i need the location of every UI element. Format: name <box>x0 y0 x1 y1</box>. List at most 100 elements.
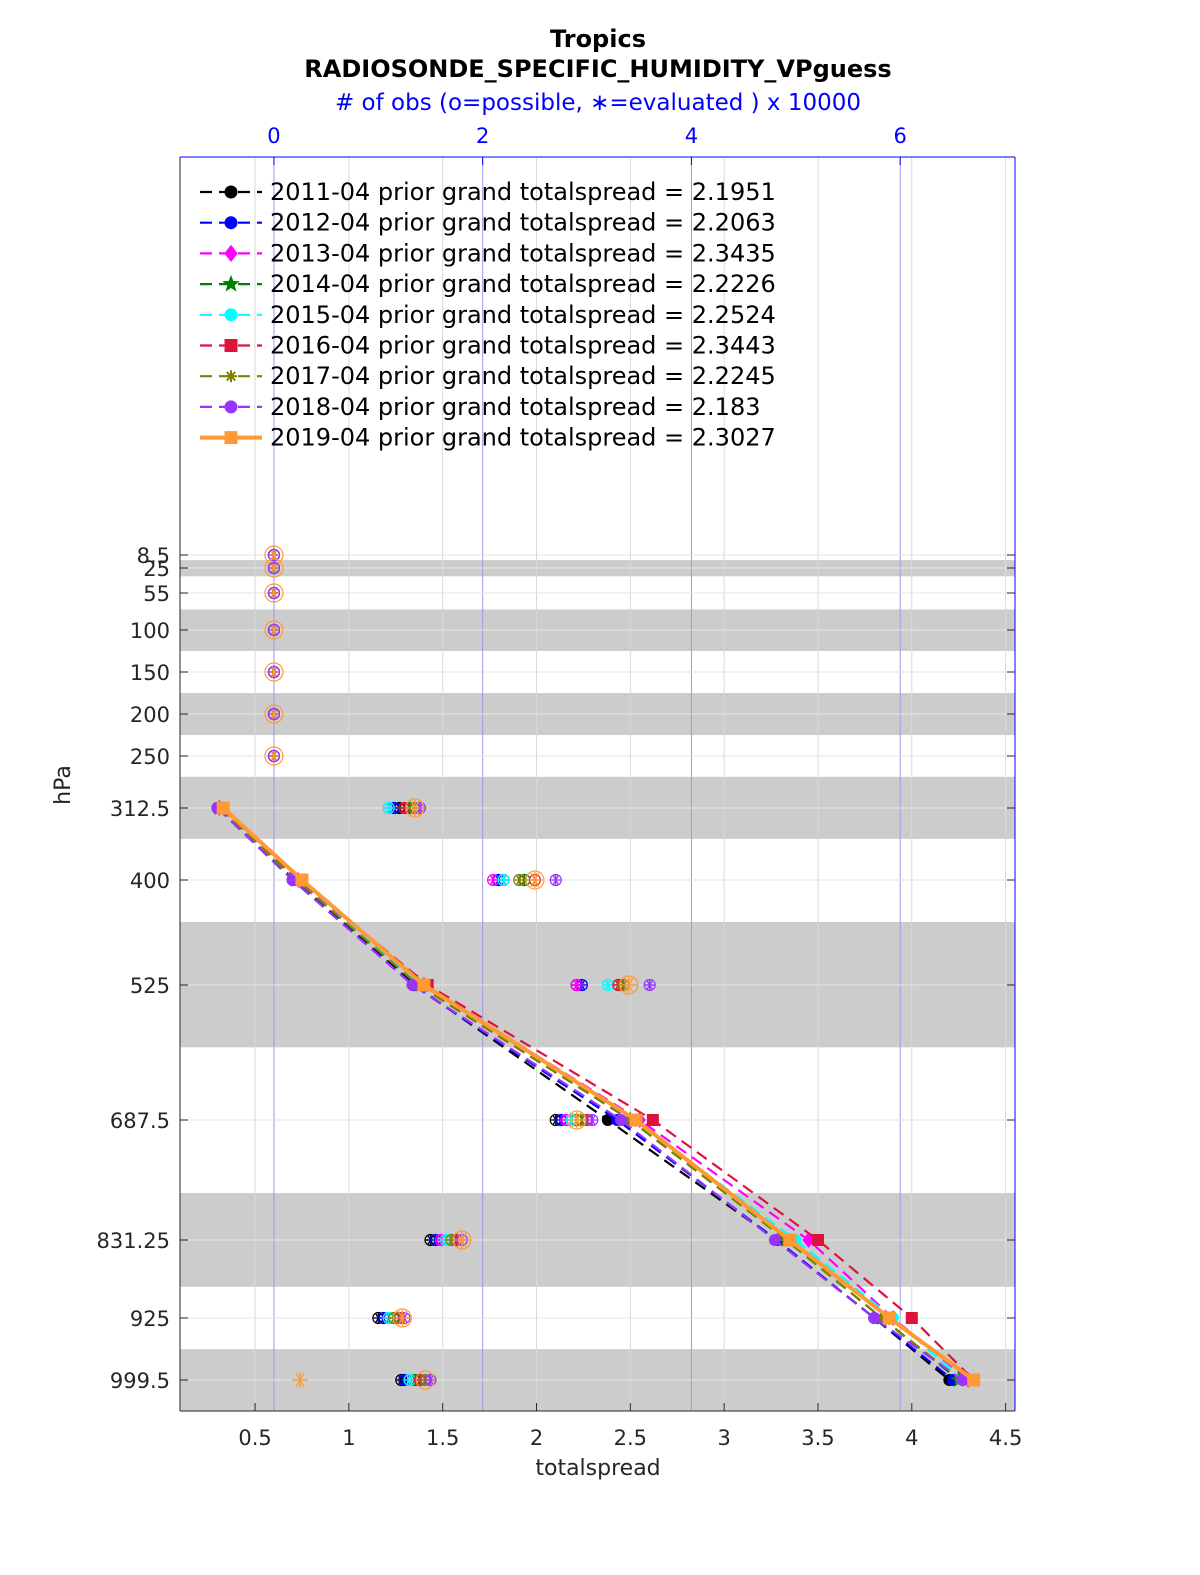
x-tick-label: 1.5 <box>426 1426 459 1450</box>
legend-entry: 2012-04 prior grand totalspread = 2.2063 <box>270 209 776 237</box>
y-tick-label: 25 <box>143 557 170 581</box>
obs-possible-marker <box>549 873 562 887</box>
obs-evaluated-marker <box>269 564 278 572</box>
y-tick-label: 831.25 <box>97 1229 170 1253</box>
series-point <box>882 1311 896 1325</box>
obs-evaluated-marker <box>269 589 278 597</box>
legend-marker <box>224 308 238 322</box>
x-tick-label: 4.5 <box>989 1426 1022 1450</box>
obs-possible-marker <box>267 561 281 575</box>
series-point <box>646 1114 659 1126</box>
obs-evaluated-marker <box>406 800 423 816</box>
top-tick-label: 6 <box>894 124 907 148</box>
marker-stroke <box>226 371 236 382</box>
obs-possible-marker <box>264 746 284 766</box>
series-line <box>216 807 964 1381</box>
series-line <box>218 807 962 1381</box>
x-tick-label: 4 <box>905 1426 918 1450</box>
legend-entry: 2019-04 prior grand totalspread = 2.3027 <box>270 424 776 452</box>
obs-evaluated-marker <box>404 1375 415 1385</box>
obs-evaluated-marker <box>453 1232 470 1248</box>
obs-possible-marker <box>382 801 395 815</box>
legend-marker <box>224 185 238 199</box>
series-line <box>218 807 960 1381</box>
obs-possible-marker <box>267 623 281 637</box>
legend-marker <box>224 339 238 352</box>
obs-possible-marker <box>264 704 284 724</box>
obs-possible-marker <box>405 798 425 818</box>
legend: 2011-04 prior grand totalspread = 2.1951… <box>200 178 776 452</box>
obs-evaluated-marker <box>269 668 278 676</box>
obs-possible-marker <box>570 978 583 992</box>
series-line <box>216 807 951 1381</box>
obs-evaluated-marker <box>514 875 525 885</box>
y-tick-label: 200 <box>130 703 170 727</box>
legend-marker <box>224 400 238 414</box>
series-point <box>783 1233 797 1247</box>
legend-entry: 2014-04 prior grand totalspread = 2.2226 <box>270 270 776 298</box>
y-tick-label: 400 <box>130 869 170 893</box>
obs-evaluated-marker <box>644 980 655 990</box>
obs-possible-marker <box>264 662 284 682</box>
obs-evaluated-marker <box>602 980 613 990</box>
obs-possible-marker <box>264 620 284 640</box>
series-point <box>811 1234 824 1246</box>
obs-evaluated-marker <box>571 980 582 990</box>
x-tick-label: 1 <box>342 1426 355 1450</box>
obs-evaluated-marker <box>550 875 561 885</box>
obs-evaluated-marker <box>269 551 278 559</box>
series-point <box>216 801 230 815</box>
top-tick-label: 4 <box>685 124 698 148</box>
obs-possible-marker <box>267 548 281 562</box>
obs-evaluated-marker <box>587 1115 598 1125</box>
obs-evaluated-marker <box>394 1310 411 1326</box>
legend-marker <box>224 216 238 230</box>
obs-possible-marker <box>586 1113 599 1127</box>
legend-marker <box>224 431 238 445</box>
obs-possible-marker <box>497 873 510 887</box>
x-tick-label: 3 <box>717 1426 730 1450</box>
y-tick-label: 312.5 <box>110 797 170 821</box>
obs-possible-marker <box>267 749 281 763</box>
obs-evaluated-marker <box>488 875 499 885</box>
series-point <box>295 873 309 887</box>
obs-evaluated-marker <box>269 710 278 718</box>
top-tick-label: 2 <box>476 124 489 148</box>
y-tick-label: 8.5 <box>137 544 170 568</box>
legend-entry: 2015-04 prior grand totalspread = 2.2524 <box>270 301 776 329</box>
obs-possible-marker <box>643 978 656 992</box>
legend-entry: 2016-04 prior grand totalspread = 2.3443 <box>270 332 776 360</box>
obs-possible-marker <box>525 870 545 890</box>
legend-entry: 2011-04 prior grand totalspread = 2.1951 <box>270 178 776 206</box>
obs-possible-marker <box>267 586 281 600</box>
series-line <box>221 806 975 1382</box>
series-point <box>868 1312 881 1324</box>
y-tick-label: 925 <box>130 1307 170 1331</box>
legend-marker <box>225 370 237 383</box>
y-tick-label: 55 <box>143 582 170 606</box>
chart-subtitle: RADIOSONDE_SPECIFIC_HUMIDITY_VPguess <box>304 55 891 83</box>
obs-possible-marker <box>452 1230 472 1250</box>
obs-possible-marker <box>567 1110 587 1130</box>
obs-possible-marker <box>267 665 281 679</box>
legend-entry: 2018-04 prior grand totalspread = 2.183 <box>270 393 760 421</box>
y-tick-label: 999.5 <box>110 1369 170 1393</box>
top-tick-label: 0 <box>267 124 280 148</box>
data-layer <box>211 545 981 1390</box>
obs-possible-marker <box>424 1373 437 1387</box>
series-line <box>216 807 954 1381</box>
x-axis-label: totalspread <box>535 1456 660 1481</box>
obs-evaluated-marker <box>292 1372 309 1388</box>
x-tick-label: 2.5 <box>614 1426 647 1450</box>
obs-evaluated-marker <box>526 872 543 888</box>
series-point <box>417 978 431 992</box>
y-tick-label: 100 <box>130 619 170 643</box>
y-axis-label: hPa <box>51 765 76 805</box>
series-point <box>614 1114 627 1126</box>
obs-possible-marker <box>264 558 284 578</box>
chart-title: Tropics <box>550 25 646 53</box>
series-point <box>967 1373 981 1387</box>
legend-marker <box>224 244 238 263</box>
legend-entry: 2013-04 prior grand totalspread = 2.3435 <box>270 239 776 267</box>
